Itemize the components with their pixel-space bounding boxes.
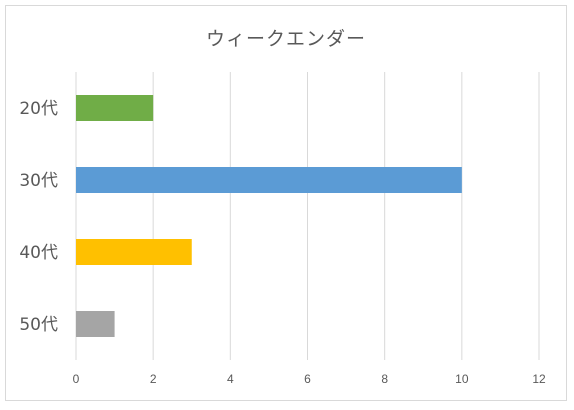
x-tick-label: 2 [150, 372, 157, 386]
y-axis-categories: 20代 30代 40代 50代 [19, 99, 58, 335]
category-label: 50代 [19, 315, 58, 335]
x-tick-label: 12 [532, 372, 546, 386]
chart-title: ウィークエンダー [205, 28, 366, 50]
x-axis-ticks: 0 2 4 6 8 10 12 [73, 372, 546, 386]
bar-30代 [76, 167, 462, 193]
bars [76, 95, 462, 337]
category-label: 40代 [19, 243, 58, 263]
x-tick-label: 6 [304, 372, 311, 386]
bar-50代 [76, 311, 115, 337]
bar-40代 [76, 239, 192, 265]
x-tick-label: 8 [381, 372, 388, 386]
x-tick-label: 4 [227, 372, 234, 386]
x-tick-label: 10 [455, 372, 469, 386]
category-label: 30代 [19, 171, 58, 191]
category-label: 20代 [19, 99, 58, 119]
bar-20代 [76, 95, 154, 121]
x-tick-label: 0 [73, 372, 80, 386]
